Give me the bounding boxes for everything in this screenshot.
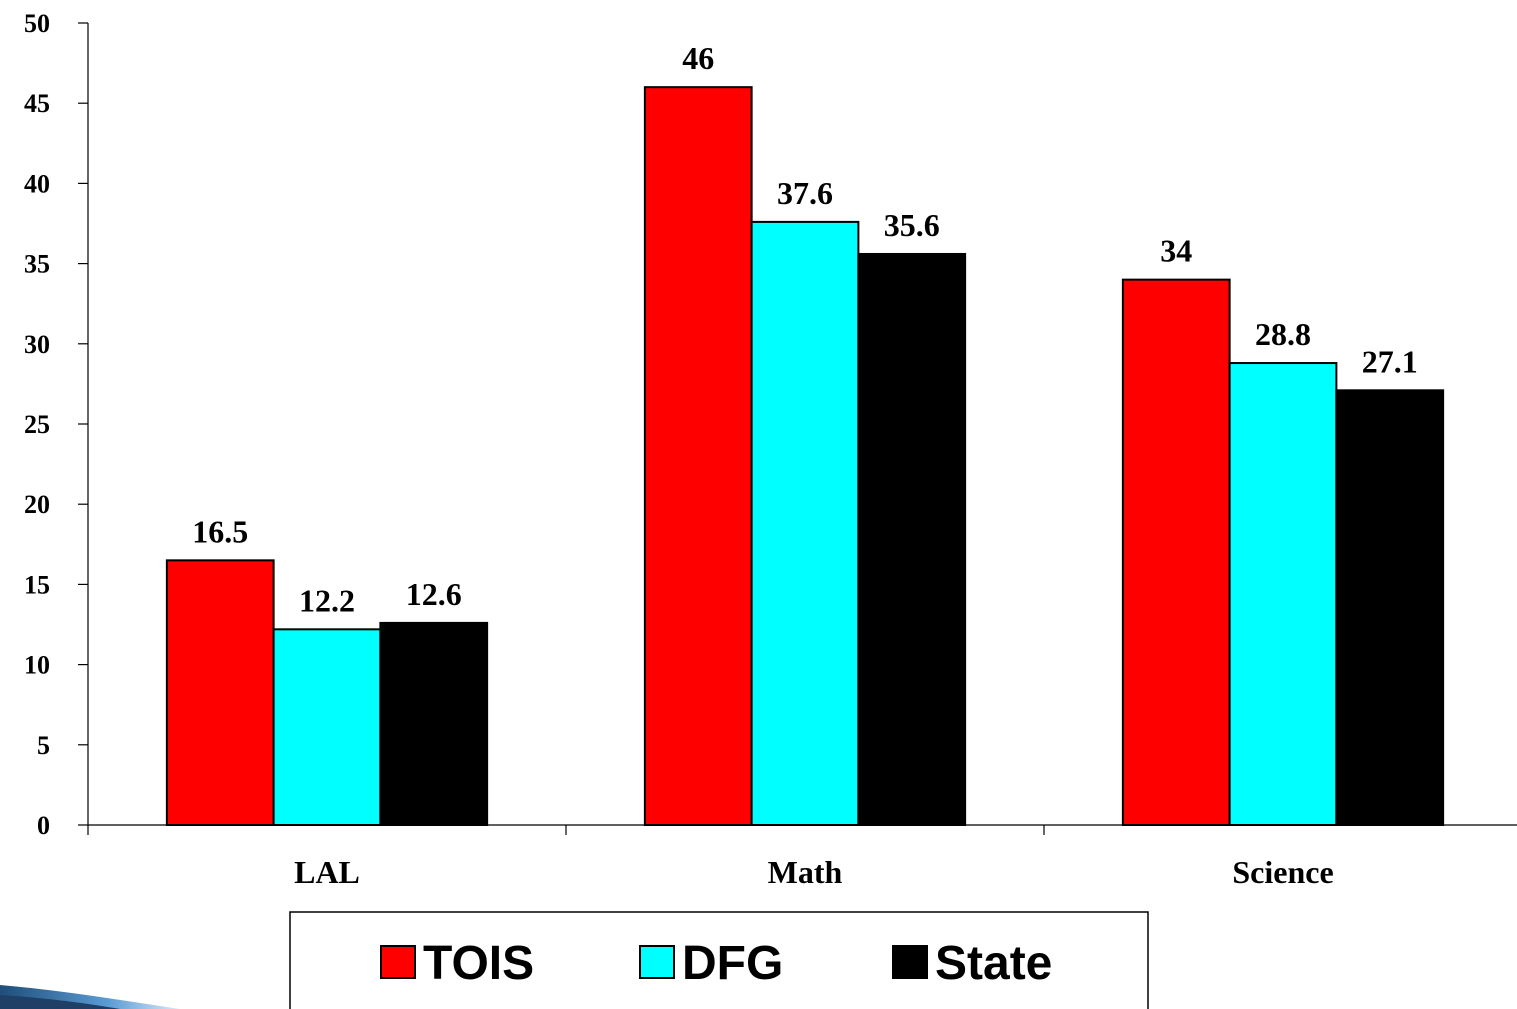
bar	[750, 220, 860, 826]
x-tick-label: LAL	[294, 854, 360, 890]
value-label: 37.6	[777, 175, 833, 211]
bar	[1335, 389, 1445, 826]
legend-label: DFG	[682, 937, 783, 990]
value-label: 12.2	[299, 582, 355, 618]
y-tick-label: 5	[37, 731, 50, 760]
bar	[1228, 362, 1338, 826]
decoration	[0, 995, 120, 1009]
legend-swatch	[380, 945, 416, 979]
y-tick-label: 50	[24, 9, 50, 38]
x-tick-label: Science	[1232, 854, 1333, 890]
y-tick-label: 35	[24, 250, 50, 279]
legend-box	[289, 911, 1149, 1009]
bar	[1121, 278, 1231, 826]
bar	[857, 252, 967, 826]
x-tick-label: Math	[768, 854, 843, 890]
legend-label: TOIS	[423, 937, 534, 990]
value-label: 35.6	[884, 207, 940, 243]
value-label: 28.8	[1255, 316, 1311, 352]
bar	[379, 621, 489, 826]
legend-swatch	[892, 945, 928, 979]
bar	[165, 559, 275, 827]
value-label: 16.5	[192, 513, 248, 549]
y-tick-label: 20	[24, 490, 50, 519]
y-tick-label: 15	[24, 570, 50, 599]
legend-swatch	[639, 945, 675, 979]
value-label: 34	[1160, 233, 1192, 269]
y-tick-label: 45	[24, 89, 50, 118]
bar	[272, 628, 382, 827]
value-label: 27.1	[1362, 343, 1418, 379]
value-label: 12.6	[406, 576, 462, 612]
y-tick-label: 25	[24, 410, 50, 439]
y-tick-label: 40	[24, 169, 50, 198]
legend-label: State	[935, 937, 1052, 990]
value-label: 46	[682, 40, 714, 76]
y-tick-label: 0	[37, 811, 50, 840]
y-tick-label: 30	[24, 330, 50, 359]
bar	[643, 86, 753, 827]
y-tick-label: 10	[24, 651, 50, 680]
